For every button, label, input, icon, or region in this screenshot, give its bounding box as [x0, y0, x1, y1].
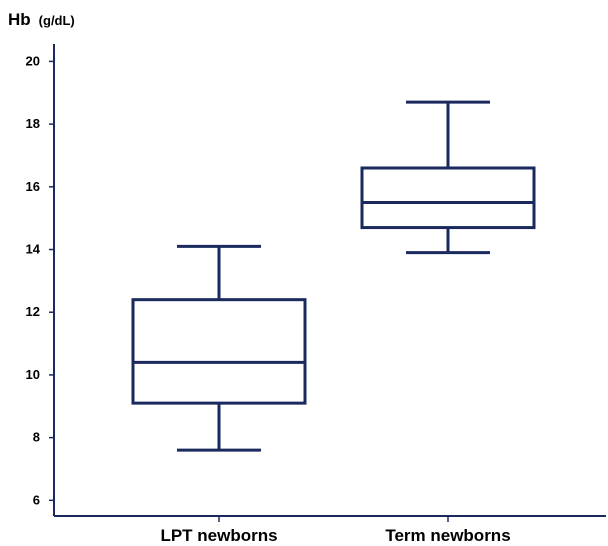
y-tick-label: 12: [26, 304, 40, 319]
y-axis-title-unit: (g/dL): [39, 13, 75, 28]
iqr-box: [131, 298, 307, 405]
x-categories: LPT newborns Term newborns: [160, 516, 511, 545]
y-tick-label: 8: [33, 430, 40, 445]
axes: [53, 44, 606, 517]
y-tick-label: 20: [26, 53, 40, 68]
category-label: LPT newborns: [160, 526, 277, 545]
y-tick-label: 10: [26, 367, 40, 382]
boxes: [131, 100, 536, 452]
y-tick-label: 16: [26, 179, 40, 194]
y-tick-label: 14: [26, 242, 41, 257]
y-ticks: 6 8 10 12 14 16 18 20: [26, 53, 54, 507]
category-label: Term newborns: [385, 526, 510, 545]
y-axis-title-main: Hb: [8, 10, 31, 29]
y-axis-title: Hb (g/dL): [8, 10, 75, 29]
y-tick-label: 18: [26, 116, 40, 131]
box-lpt: [131, 244, 307, 452]
y-tick-label: 6: [33, 492, 40, 507]
box-term: [360, 100, 536, 255]
iqr-box: [360, 166, 536, 230]
